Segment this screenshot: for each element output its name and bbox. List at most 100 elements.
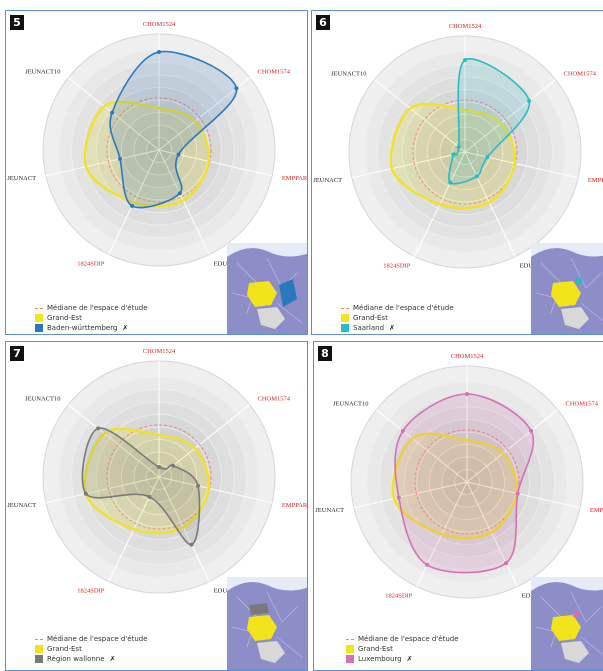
axis-label: JEUNACT10 <box>333 400 368 407</box>
remove-region-button[interactable]: ✗ <box>122 324 129 332</box>
sea-shape <box>531 577 603 591</box>
legend: Médiane de l'espace d'étude Grand-Est Ré… <box>35 634 148 664</box>
axis-label: 1824SDIP <box>77 261 104 268</box>
radar-chart: CHOM1524CHOM1574EMPPARTEDUC51824SDIPJEUN… <box>7 348 308 595</box>
radar-spoke <box>375 409 468 483</box>
series-point <box>529 428 534 433</box>
radar-spoke <box>67 404 160 478</box>
axis-label: JEUNACT <box>7 175 36 182</box>
region-swatch <box>35 655 43 663</box>
series-point <box>474 174 479 179</box>
radar-panel: CHOM1524 CHOM1574 EMPPART EDUC5 1824SDIP JEUN… <box>5 341 308 671</box>
axis-label: CHOM1524 <box>143 348 176 355</box>
series-point <box>118 156 123 161</box>
series-point <box>451 152 456 157</box>
axis-label: CHOM1524 <box>451 353 484 360</box>
median-line <box>414 429 520 535</box>
remove-region-button[interactable]: ✗ <box>406 655 413 663</box>
series-point <box>157 50 161 54</box>
reference-swatch <box>341 314 349 322</box>
radar-spoke <box>353 481 468 509</box>
legend-median-label: Médiane de l'espace d'étude <box>47 304 148 312</box>
series-point <box>456 145 461 150</box>
axis-label: CHOM1574 <box>564 70 597 77</box>
median-line <box>106 97 212 203</box>
radar-spoke <box>67 77 160 151</box>
remove-region-button[interactable]: ✗ <box>109 655 116 663</box>
grand-est-shape <box>247 281 277 307</box>
region-map <box>227 577 307 670</box>
map-graphic <box>531 243 603 329</box>
series-point <box>465 392 469 396</box>
median-line <box>412 99 518 205</box>
axis-label: EDUC5 <box>520 263 541 270</box>
highlighted-region-shape <box>575 277 583 285</box>
series-point <box>83 491 88 496</box>
legend-reference-label: Grand-Est <box>353 314 388 322</box>
radar-spoke <box>158 476 210 582</box>
legend: Médiane de l'espace d'étude Grand-Est Ba… <box>35 303 148 333</box>
series-point <box>189 542 194 547</box>
series-point <box>110 110 115 115</box>
series-point <box>171 463 176 468</box>
radar-spoke <box>466 409 559 483</box>
legend: Médiane de l'espace d'étude Grand-Est Lu… <box>346 634 459 664</box>
axis-label: JEUNACT <box>313 177 342 184</box>
radar-spoke <box>45 149 160 177</box>
series-point <box>195 483 200 488</box>
legend-region-label: Baden-württemberg <box>47 324 118 332</box>
series-point <box>177 191 182 196</box>
series-point <box>147 494 152 499</box>
reference-series-line <box>391 432 519 540</box>
region-swatch <box>341 324 349 332</box>
highlighted-region-shape <box>249 603 269 615</box>
axis-label: EMPPART <box>282 502 308 509</box>
radar-spoke <box>464 79 557 153</box>
series-point <box>485 155 490 160</box>
switzerland-shape <box>257 641 285 663</box>
radar-spoke <box>158 476 273 504</box>
axis-label: CHOM1574 <box>258 395 291 402</box>
axis-label: EDUC5 <box>214 261 235 268</box>
radar-spoke <box>464 151 516 257</box>
axis-label: 1824SDIP <box>385 593 412 600</box>
panel-number: 8 <box>318 346 332 361</box>
axis-label: CHOM1574 <box>258 68 291 75</box>
region-map <box>531 577 603 670</box>
series-point <box>96 426 101 431</box>
remove-region-button[interactable]: ✗ <box>389 324 395 332</box>
axis-label: JEUNACT10 <box>331 70 366 77</box>
radar-chart: CHOM1524CHOM1574EMPPARTEDUC51824SDIPJEUN… <box>315 353 603 600</box>
sea-shape <box>227 577 307 591</box>
axis-label: CHOM1524 <box>143 21 176 28</box>
legend-median-label: Médiane de l'espace d'étude <box>47 635 148 643</box>
region-series-line <box>394 393 535 574</box>
radar-chart: CHOM1524 CHOM1574 EMPPART EDUC5 1824SDIP JEUN… <box>7 21 308 268</box>
sea-shape <box>227 243 307 257</box>
radar-spoke <box>464 151 579 179</box>
radar-spoke <box>373 79 466 153</box>
region-series-line <box>81 427 201 546</box>
series-point <box>448 180 453 185</box>
map-graphic <box>531 577 603 663</box>
axis-label: EDUC5 <box>214 588 235 595</box>
median-swatch <box>35 638 43 640</box>
reference-swatch <box>35 645 43 653</box>
axis-label: EMPPART <box>282 175 308 182</box>
radar-spoke <box>351 151 466 179</box>
median-swatch <box>35 307 43 309</box>
axis-label: 1824SDIP <box>77 588 104 595</box>
median-swatch <box>341 307 349 309</box>
axis-label: JEUNACT10 <box>25 68 60 75</box>
grand-est-shape <box>551 615 581 641</box>
switzerland-shape <box>561 307 589 329</box>
panel-number: 6 <box>316 15 330 30</box>
axis-label: EMPPART <box>588 177 603 184</box>
series-point <box>463 58 467 62</box>
series-point <box>130 203 135 208</box>
legend-reference-label: Grand-Est <box>47 314 82 322</box>
map-graphic <box>227 243 307 329</box>
grand-est-shape <box>247 615 277 641</box>
series-point <box>400 428 405 433</box>
radar-spoke <box>466 481 581 509</box>
